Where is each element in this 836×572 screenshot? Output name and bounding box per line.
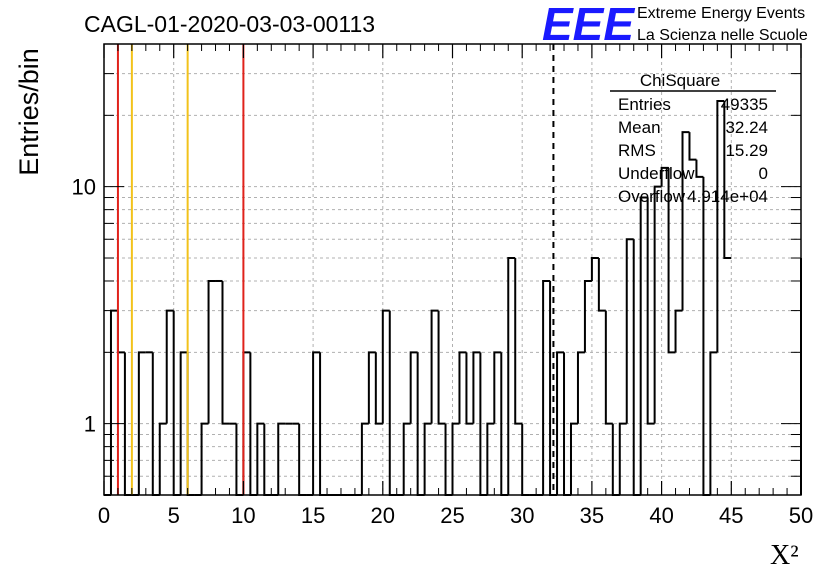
x-tick-label: 10 [231,503,255,528]
histogram-bin [583,279,592,353]
y-axis-label: Entries/bin [14,48,44,176]
stats-label-overflow: Overflow [618,187,686,206]
histogram-bin [402,422,411,495]
histogram-bin [625,238,634,424]
histogram-bin [256,422,265,495]
histogram-bin [437,310,446,425]
histogram-bin [632,239,641,496]
histogram-bin [660,166,669,187]
stats-label-underflow: Underflow [618,164,695,183]
histogram-bin [360,422,369,495]
histogram-bin [514,258,523,425]
y-tick-label: 10 [72,175,96,200]
x-tick-label: 25 [440,503,464,528]
histogram-bin [604,310,613,425]
x-axis-label: X² [770,540,799,571]
histogram-bin [493,351,502,424]
histogram-bin [423,422,432,495]
histogram-bin [639,196,648,495]
histogram-bin [374,352,383,425]
histogram-bin [486,422,495,495]
x-tick-label: 20 [371,503,395,528]
histogram-bin [116,310,125,354]
logo-line2: La Scienza nelle Scuole [637,27,808,44]
histogram-bin [695,159,704,178]
x-tick-label: 50 [789,503,813,528]
histogram-bin [667,167,676,354]
histogram-bin [312,351,321,495]
histogram-bin [165,309,174,424]
histogram-bin [688,132,697,161]
histogram-bin [409,351,418,424]
eee-logo-mark: EEE [542,0,635,50]
x-tick-label: 40 [649,503,673,528]
stats-label-mean: Mean [618,118,661,137]
histogram-bin [381,309,390,424]
stats-value-underflow: 0 [759,164,768,183]
histogram-bin [569,422,578,495]
histogram-bin [179,351,188,495]
histogram-bin [221,280,230,425]
x-tick-label: 30 [510,503,534,528]
histogram-bin [388,310,397,496]
marker-lines [116,44,555,495]
stats-value-entries: 49335 [721,95,768,114]
histogram-bin [172,310,181,496]
histogram-bin [207,279,216,424]
stats-value-overflow: 4.914e+04 [687,187,768,206]
stats-box: ChiSquare Entries 49335 Mean 32.24 RMS 1… [610,71,776,206]
histogram-bin [430,309,439,424]
histogram-bin [590,257,599,281]
x-tick-label: 35 [580,503,604,528]
stats-label-entries: Entries [618,95,671,114]
stats-value-mean: 32.24 [725,118,768,137]
x-tick-label: 15 [301,503,325,528]
x-tick-label: 0 [98,503,110,528]
histogram-bin [458,351,467,424]
histogram-bin [109,309,118,495]
histogram-bin [158,422,167,495]
stats-value-rms: 15.29 [725,141,768,160]
histogram-bin [137,351,146,495]
histogram-bin [653,185,662,424]
y-tick-label: 1 [84,412,96,437]
histogram-bin [681,131,690,311]
histogram-bin [646,197,655,425]
axis-ticks: 0 5 10 15 20 25 30 35 40 45 50 1 10 [72,43,813,528]
histogram-bin [576,351,585,424]
histogram-bin [674,309,683,353]
stats-label-rms: RMS [618,141,656,160]
histogram-bin [472,351,481,424]
histogram-bin [709,351,718,495]
histogram-bin [702,176,711,496]
histogram-bin [507,257,516,495]
eee-logo: EEE Extreme Energy Events La Scienza nel… [542,0,808,50]
histogram-bin [277,422,286,495]
histogram-bin [556,351,565,495]
histogram-bin [716,99,725,353]
histogram-bin [542,279,551,495]
histogram-bin [618,422,627,495]
histogram-bin [200,422,209,495]
x-tick-label: 5 [168,503,180,528]
chart-title: CAGL-01-2020-03-03-00113 [84,11,375,37]
histogram-bin [723,100,732,260]
histogram-bin [597,258,606,312]
histogram-bin [451,422,460,495]
stats-title: ChiSquare [640,71,720,90]
histogram-bin [367,351,376,424]
logo-line1: Extreme Energy Events [637,5,805,22]
histogram-bin [465,352,474,425]
x-tick-label: 45 [719,503,743,528]
